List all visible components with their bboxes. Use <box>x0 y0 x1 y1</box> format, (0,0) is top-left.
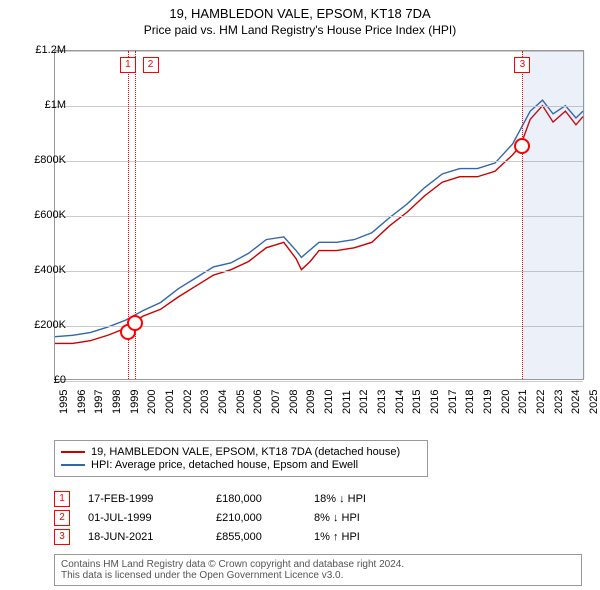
table-row: 2 01-JUL-1999 £210,000 8% ↓ HPI <box>54 510 414 526</box>
legend-row: HPI: Average price, detached house, Epso… <box>61 459 421 471</box>
y-axis-label: £1M <box>16 99 66 111</box>
x-axis-label: 2003 <box>199 390 211 414</box>
x-axis-label: 2017 <box>447 390 459 414</box>
x-axis-label: 2010 <box>323 390 335 414</box>
x-axis-label: 1998 <box>111 390 123 414</box>
x-axis-label: 1995 <box>58 390 70 414</box>
transactions-table: 1 17-FEB-1999 £180,000 18% ↓ HPI 2 01-JU… <box>54 488 414 548</box>
x-axis-label: 2024 <box>570 390 582 414</box>
y-axis-label: £400K <box>16 264 66 276</box>
footer-line: Contains HM Land Registry data © Crown c… <box>61 559 575 570</box>
x-axis-label: 2011 <box>341 390 353 414</box>
chart-marker: 2 <box>143 57 159 73</box>
x-axis-label: 2022 <box>535 390 547 414</box>
x-axis-label: 2025 <box>588 390 600 414</box>
x-axis-label: 2018 <box>464 390 476 414</box>
chart-marker: 3 <box>514 57 530 73</box>
footer-note: Contains HM Land Registry data © Crown c… <box>54 554 582 586</box>
tx-marker: 1 <box>54 491 70 507</box>
x-axis-label: 2012 <box>358 390 370 414</box>
x-axis-label: 2023 <box>553 390 565 414</box>
tx-price: £855,000 <box>216 531 296 543</box>
table-row: 3 18-JUN-2021 £855,000 1% ↑ HPI <box>54 529 414 545</box>
legend: 19, HAMBLEDON VALE, EPSOM, KT18 7DA (det… <box>54 440 428 477</box>
x-axis-label: 2013 <box>376 390 388 414</box>
tx-price: £180,000 <box>216 493 296 505</box>
x-axis-label: 1997 <box>93 390 105 414</box>
x-axis-label: 2001 <box>164 390 176 414</box>
x-axis-label: 2014 <box>394 390 406 414</box>
y-axis-label: £800K <box>16 154 66 166</box>
x-axis-label: 2021 <box>517 390 529 414</box>
tx-diff: 18% ↓ HPI <box>314 493 414 505</box>
x-axis-label: 1999 <box>129 390 141 414</box>
legend-row: 19, HAMBLEDON VALE, EPSOM, KT18 7DA (det… <box>61 446 421 458</box>
x-axis-label: 2005 <box>235 390 247 414</box>
x-axis-label: 2000 <box>146 390 158 414</box>
tx-marker: 3 <box>54 529 70 545</box>
x-axis-label: 2004 <box>217 390 229 414</box>
y-axis-label: £200K <box>16 319 66 331</box>
legend-label: HPI: Average price, detached house, Epso… <box>91 459 358 471</box>
y-axis-label: £600K <box>16 209 66 221</box>
y-axis-label: £1.2M <box>16 44 66 56</box>
tx-marker: 2 <box>54 510 70 526</box>
footer-line: This data is licensed under the Open Gov… <box>61 570 575 581</box>
tx-diff: 8% ↓ HPI <box>314 512 414 524</box>
x-axis-label: 2019 <box>482 390 494 414</box>
legend-swatch <box>61 451 85 453</box>
x-axis-label: 2015 <box>411 390 423 414</box>
y-axis-label: £0 <box>16 374 66 386</box>
x-axis-label: 2016 <box>429 390 441 414</box>
table-row: 1 17-FEB-1999 £180,000 18% ↓ HPI <box>54 491 414 507</box>
tx-date: 17-FEB-1999 <box>88 493 198 505</box>
legend-label: 19, HAMBLEDON VALE, EPSOM, KT18 7DA (det… <box>91 446 400 458</box>
x-axis-label: 2006 <box>252 390 264 414</box>
tx-price: £210,000 <box>216 512 296 524</box>
tx-diff: 1% ↑ HPI <box>314 531 414 543</box>
x-axis-label: 2002 <box>182 390 194 414</box>
price-chart: 12 3 <box>54 50 584 380</box>
chart-marker: 1 <box>120 57 136 73</box>
tx-date: 01-JUL-1999 <box>88 512 198 524</box>
page-subtitle: Price paid vs. HM Land Registry's House … <box>0 21 600 37</box>
x-axis-label: 2009 <box>305 390 317 414</box>
x-axis-label: 1996 <box>76 390 88 414</box>
x-axis-label: 2007 <box>270 390 282 414</box>
tx-date: 18-JUN-2021 <box>88 531 198 543</box>
x-axis-label: 2008 <box>288 390 300 414</box>
legend-swatch <box>61 464 85 466</box>
page-title: 19, HAMBLEDON VALE, EPSOM, KT18 7DA <box>0 0 600 21</box>
x-axis-label: 2020 <box>500 390 512 414</box>
